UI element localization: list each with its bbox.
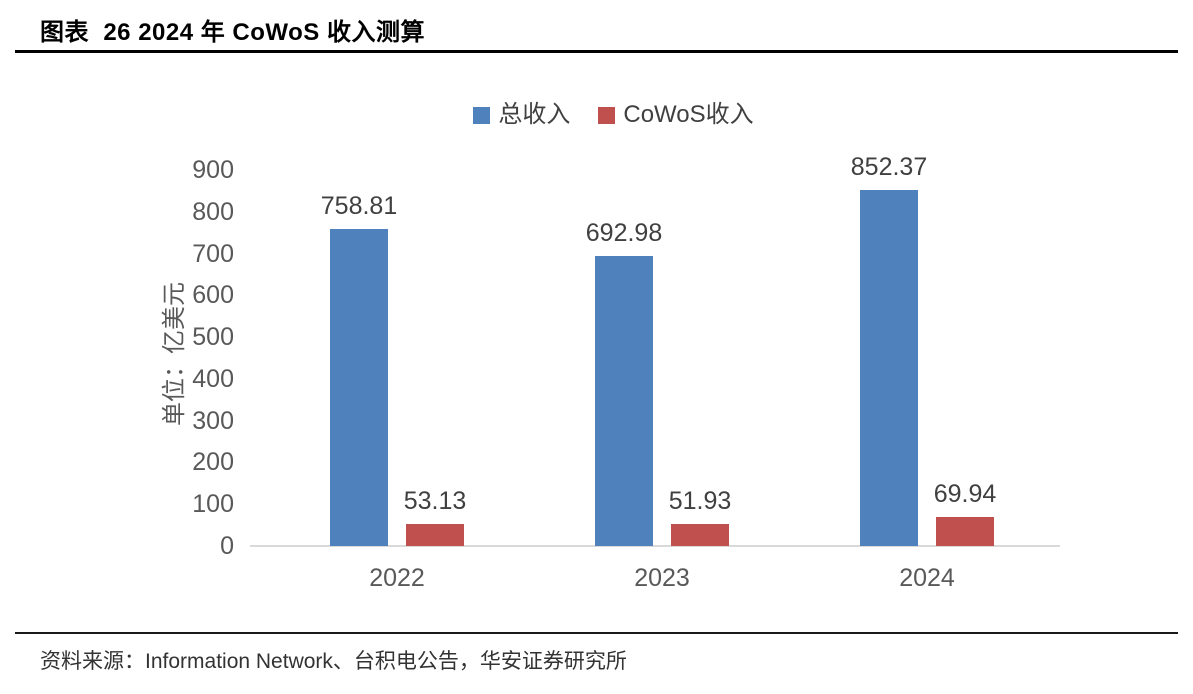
bar-2022-series1 [406, 523, 464, 546]
legend-swatch-icon [473, 106, 491, 124]
y-axis-tick-label: 700 [192, 239, 234, 268]
x-axis-category-label: 2024 [899, 564, 955, 592]
bar-value-label: 51.93 [668, 487, 732, 516]
legend-item: CoWoS收入 [598, 101, 754, 128]
y-axis-tick-label: 900 [192, 156, 234, 184]
x-axis-line [250, 545, 1060, 547]
bar-2022-series0 [330, 228, 388, 546]
bar-2024-series0 [860, 189, 918, 546]
chart-legend: 总收入 CoWoS收入 [34, 102, 1193, 128]
bar-value-label: 758.81 [320, 191, 398, 220]
y-axis-tick-label: 200 [192, 448, 234, 477]
x-axis-category-label: 2022 [369, 564, 425, 592]
legend-label: CoWoS收入 [623, 101, 754, 128]
figure-title: 图表 26 2024 年 CoWoS 收入测算 [40, 19, 425, 46]
title-divider [15, 50, 1178, 53]
footer-divider [15, 632, 1178, 634]
legend-item: 总收入 [473, 102, 570, 128]
y-axis-tick-label: 300 [192, 406, 234, 435]
bar-value-label: 69.94 [933, 479, 997, 508]
bar-2024-series1 [936, 516, 994, 546]
bar-value-label: 692.98 [585, 219, 663, 248]
y-axis-tick-label: 100 [192, 490, 234, 519]
y-axis-tick-label: 400 [192, 364, 234, 393]
source-note: 资料来源：Information Network、台积电公告，华安证券研究所 [40, 650, 627, 673]
x-axis-category-label: 2023 [634, 564, 690, 592]
y-axis-tick-label: 0 [220, 532, 234, 560]
bar-value-label: 53.13 [403, 486, 467, 515]
legend-swatch-icon [598, 106, 616, 124]
bar-2023-series1 [671, 524, 729, 546]
y-axis-tick-label: 500 [192, 323, 234, 352]
y-axis-tick-label: 600 [192, 281, 234, 310]
bar-value-label: 852.37 [850, 152, 928, 181]
bar-2023-series0 [595, 256, 653, 546]
legend-label: 总收入 [498, 101, 571, 128]
y-axis-tick-label: 800 [192, 197, 234, 226]
